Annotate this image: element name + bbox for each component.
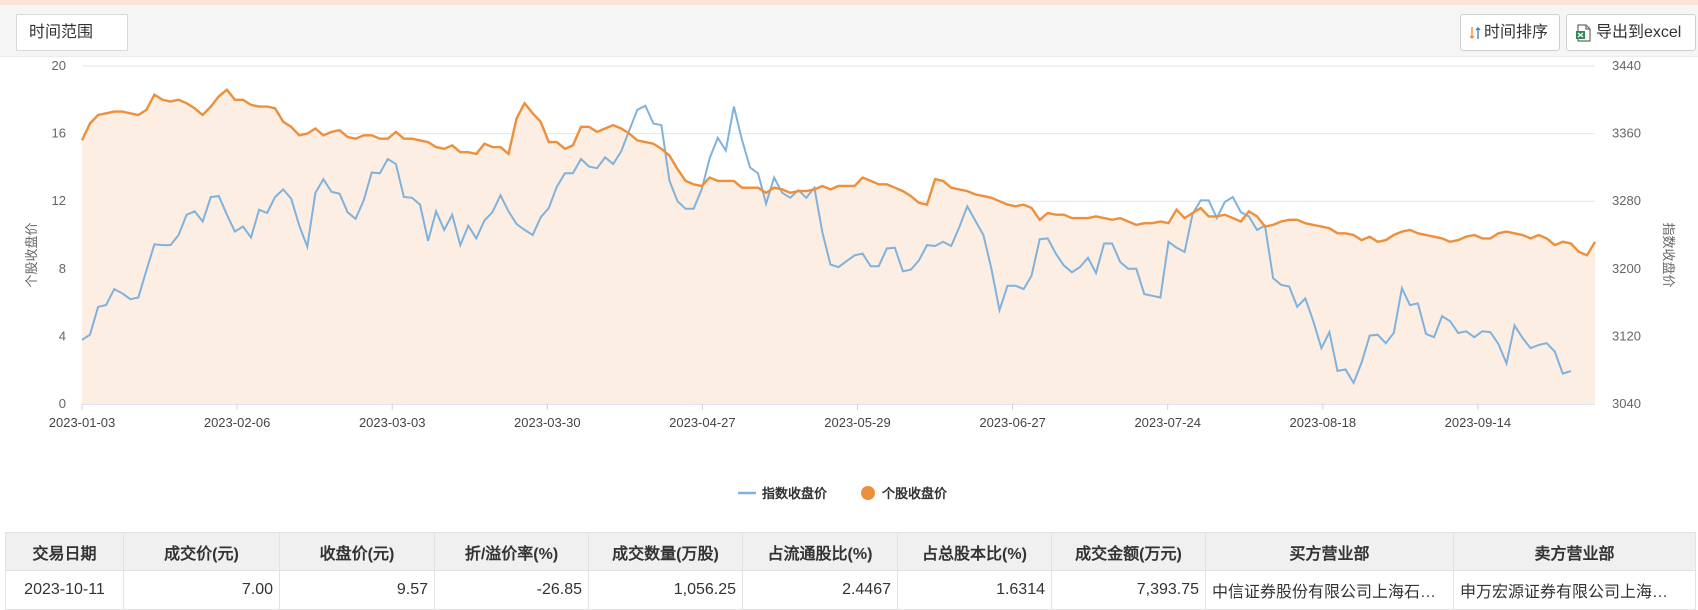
export-excel-label: 导出到excel	[1596, 24, 1682, 41]
col-amount[interactable]: 成交金额(万元)	[1051, 532, 1206, 571]
stock-price-area	[82, 89, 1595, 404]
cell-float-ratio: 2.4467	[742, 570, 898, 610]
time-range-button[interactable]: 时间范围	[16, 14, 128, 51]
x-tick-label: 2023-06-27	[979, 415, 1046, 430]
x-tick-label: 2023-03-03	[359, 415, 426, 430]
cell-close-price: 9.57	[279, 570, 435, 610]
left-tick-label: 12	[52, 193, 66, 208]
right-tick-label: 3440	[1612, 58, 1641, 73]
col-total-ratio[interactable]: 占总股本比(%)	[897, 532, 1052, 571]
index-price-line	[81, 104, 1572, 386]
x-tick-label: 2023-03-30	[514, 415, 581, 430]
x-axis-ticks: 2023-01-03 2023-02-06 2023-03-03 2023-03-30…	[49, 404, 1511, 430]
cell-trade-price: 7.00	[123, 570, 280, 610]
left-axis-label: 个股收盘价	[24, 222, 39, 287]
sort-arrows-icon	[1469, 26, 1481, 40]
col-trade-date[interactable]: 交易日期	[5, 532, 124, 571]
x-tick-label: 2023-07-24	[1134, 415, 1201, 430]
chart-svg: 0 4 8 12 16 20 3040 3120 3200 3280 3360 3440 2023-…	[24, 58, 1676, 501]
legend-stock-label: 个股收盘价	[881, 486, 948, 501]
right-tick-label: 3280	[1612, 193, 1641, 208]
right-axis-ticks: 3040 3120 3200 3280 3360 3440	[1612, 58, 1641, 411]
cell-premium-rate: -26.85	[434, 570, 589, 610]
cell-buyer[interactable]: 中信证券股份有限公司上海石…	[1205, 570, 1454, 610]
right-tick-label: 3040	[1612, 396, 1641, 411]
cell-volume: 1,056.25	[588, 570, 743, 610]
legend-index-label: 指数收盘价	[762, 486, 828, 501]
left-tick-label: 4	[59, 328, 66, 343]
x-tick-label: 2023-08-18	[1290, 415, 1357, 430]
x-tick-label: 2023-02-06	[204, 415, 271, 430]
right-tick-label: 3120	[1612, 328, 1641, 343]
time-sort-button[interactable]: 时间排序	[1460, 14, 1560, 51]
left-tick-label: 16	[52, 126, 66, 141]
legend-item-index[interactable]: 指数收盘价	[738, 486, 828, 501]
col-trade-price[interactable]: 成交价(元)	[123, 532, 280, 571]
cell-total-ratio: 1.6314	[897, 570, 1052, 610]
table-header-row: 交易日期 成交价(元) 收盘价(元) 折/溢价率(%) 成交数量(万股) 占流通…	[5, 532, 1696, 571]
chart-legend: 指数收盘价 个股收盘价	[738, 486, 948, 501]
block-trade-table: 交易日期 成交价(元) 收盘价(元) 折/溢价率(%) 成交数量(万股) 占流通…	[5, 532, 1696, 610]
left-axis-ticks: 0 4 8 12 16 20	[52, 58, 66, 411]
legend-item-stock[interactable]: 个股收盘价	[861, 486, 948, 501]
export-excel-button[interactable]: 导出到excel	[1566, 14, 1696, 51]
x-tick-label: 2023-05-29	[824, 415, 891, 430]
col-volume[interactable]: 成交数量(万股)	[588, 532, 743, 571]
top-accent-bar	[0, 0, 1698, 5]
col-premium-rate[interactable]: 折/溢价率(%)	[434, 532, 589, 571]
table-row: 2023-10-11 7.00 9.57 -26.85 1,056.25 2.4…	[5, 570, 1696, 610]
left-tick-label: 0	[59, 396, 66, 411]
legend-stock-swatch	[861, 486, 875, 500]
left-tick-label: 20	[52, 58, 66, 73]
excel-file-icon	[1575, 23, 1593, 42]
cell-trade-date: 2023-10-11	[5, 570, 124, 610]
right-axis-label: 指数收盘价	[1661, 222, 1676, 287]
right-tick-label: 3360	[1612, 126, 1641, 141]
price-chart: 0 4 8 12 16 20 3040 3120 3200 3280 3360 3440 2023-…	[0, 57, 1698, 527]
right-tick-label: 3200	[1612, 261, 1641, 276]
x-tick-label: 2023-04-27	[669, 415, 736, 430]
col-seller[interactable]: 卖方营业部	[1453, 532, 1696, 571]
toolbar: 时间范围 时间排序 导出到excel	[0, 5, 1698, 57]
time-sort-label: 时间排序	[1484, 24, 1549, 41]
x-tick-label: 2023-09-14	[1445, 415, 1512, 430]
x-tick-label: 2023-01-03	[49, 415, 116, 430]
stock-price-line	[80, 87, 1597, 257]
cell-amount: 7,393.75	[1051, 570, 1206, 610]
cell-seller[interactable]: 申万宏源证券有限公司上海…	[1453, 570, 1696, 610]
col-close-price[interactable]: 收盘价(元)	[279, 532, 435, 571]
left-tick-label: 8	[59, 261, 66, 276]
col-buyer[interactable]: 买方营业部	[1205, 532, 1454, 571]
col-float-ratio[interactable]: 占流通股比(%)	[742, 532, 898, 571]
